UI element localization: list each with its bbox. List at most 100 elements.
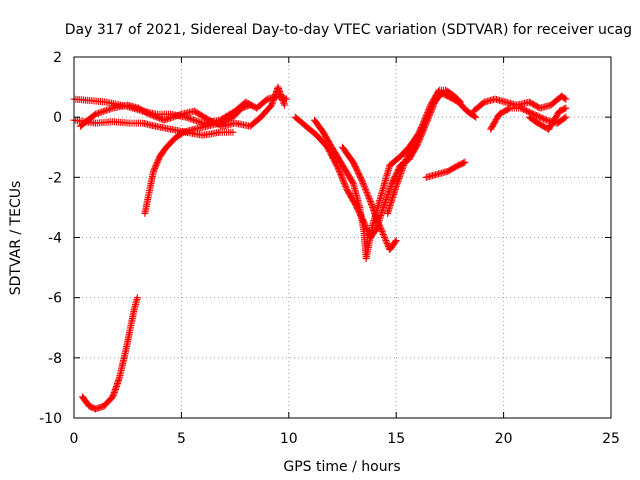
axis-ticks: [73, 56, 612, 419]
data-point: [357, 175, 365, 183]
data-point: [472, 113, 480, 121]
data-point: [381, 235, 389, 243]
data-point: [383, 238, 391, 246]
data-point: [150, 166, 158, 174]
data-point: [338, 173, 346, 181]
data-point: [378, 227, 386, 235]
x-tick-label: 20: [495, 431, 513, 447]
data-point: [393, 179, 401, 187]
data-point: [154, 157, 162, 165]
data-point: [394, 176, 402, 184]
data-point: [339, 176, 347, 184]
data-point: [342, 182, 350, 190]
data-point: [337, 170, 345, 178]
data-point: [364, 191, 372, 199]
data-point: [420, 118, 428, 126]
data-point: [154, 114, 162, 122]
data-point: [335, 166, 343, 174]
x-tick-label: 10: [280, 431, 298, 447]
data-point: [157, 115, 165, 123]
data-point: [153, 113, 161, 121]
data-point: [425, 106, 433, 114]
series-track-m: [525, 104, 570, 133]
data-point: [419, 119, 427, 127]
data-point: [470, 112, 478, 120]
data-point: [156, 114, 164, 122]
series-track-i: [384, 86, 465, 217]
series-track-h: [339, 143, 400, 254]
data-point: [383, 240, 391, 248]
data-point: [562, 95, 570, 103]
data-point: [562, 113, 570, 121]
data-point: [382, 197, 390, 205]
x-tick-labels: 0 5 10 15 20 25: [70, 431, 620, 447]
data-point: [382, 237, 390, 245]
data-point: [561, 94, 569, 102]
data-point: [392, 182, 400, 190]
data-point: [362, 185, 370, 193]
y-tick-label: 2: [53, 50, 62, 66]
data-point: [365, 194, 373, 202]
data-point: [281, 101, 289, 109]
chart-title: Day 317 of 2021, Sidereal Day-to-day VTE…: [65, 22, 632, 38]
data-point: [340, 178, 348, 186]
data-point: [148, 111, 156, 119]
data-point: [341, 181, 349, 189]
data-point: [379, 230, 387, 238]
data-point: [417, 124, 425, 132]
data-point: [358, 176, 366, 184]
data-point: [145, 110, 153, 118]
data-point: [418, 122, 426, 130]
data-point: [375, 221, 383, 229]
data-point: [358, 178, 366, 186]
data-point: [153, 158, 161, 166]
data-point: [400, 160, 408, 168]
x-tick-label: 5: [177, 431, 186, 447]
data-point: [362, 187, 370, 195]
data-point: [335, 167, 343, 175]
data-point: [382, 195, 390, 203]
data-point: [400, 162, 408, 170]
data-point: [562, 104, 570, 112]
data-point: [377, 226, 385, 234]
data-point: [423, 110, 431, 118]
data-point: [339, 175, 346, 183]
data-point: [460, 159, 468, 167]
data-point: [397, 168, 405, 176]
data-point: [541, 116, 549, 124]
data-point: [147, 111, 155, 119]
data-point: [155, 155, 163, 163]
data-point: [381, 234, 389, 241]
data-point: [373, 215, 381, 223]
data-point: [457, 98, 465, 106]
series-track-c: [76, 83, 289, 130]
data-point: [363, 188, 371, 196]
series-track-l: [487, 104, 570, 133]
y-tick-label: -4: [48, 231, 62, 247]
data-point: [365, 193, 373, 201]
series-track-d: [141, 101, 254, 217]
y-tick-label: -6: [48, 291, 62, 307]
data-point: [456, 97, 464, 105]
series-track-k: [470, 92, 570, 115]
data-point: [374, 217, 382, 225]
data-point: [434, 87, 442, 95]
data-point: [337, 172, 345, 180]
data-point: [420, 116, 428, 124]
data-point: [396, 173, 404, 181]
data-point: [363, 190, 371, 198]
data-point: [151, 163, 159, 171]
y-axis-label: SDTVAR / TECUs: [8, 181, 24, 296]
data-point: [425, 104, 433, 112]
data-point: [153, 160, 161, 168]
data-point: [383, 192, 391, 200]
data-point: [395, 174, 403, 182]
data-points: [70, 83, 570, 413]
data-point: [422, 112, 430, 120]
data-point: [359, 179, 367, 187]
series-track-e: [79, 294, 141, 413]
series-track-b: [70, 116, 237, 139]
data-point: [398, 166, 406, 174]
data-point: [246, 101, 254, 109]
